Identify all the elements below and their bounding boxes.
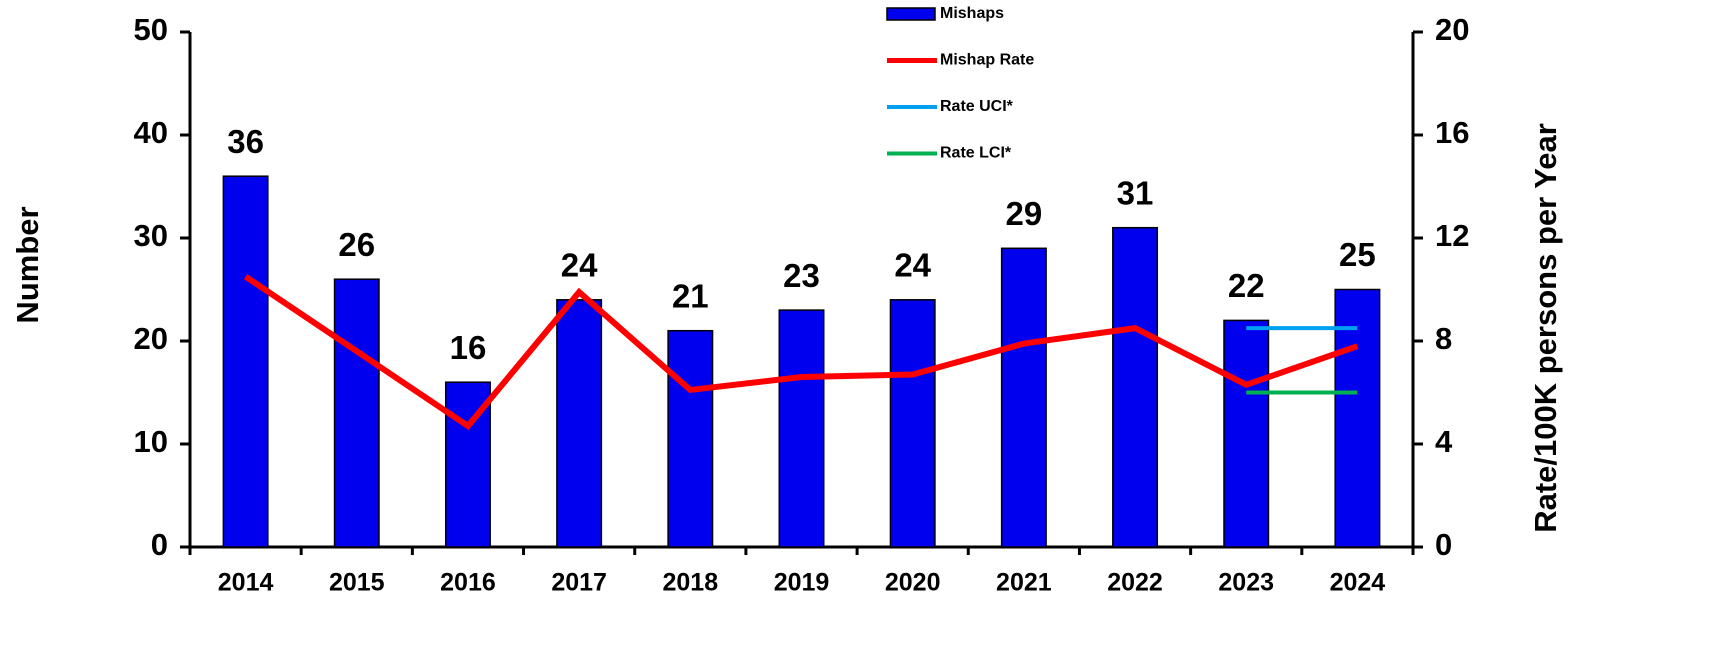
y-tick-label: 0 xyxy=(151,527,168,562)
legend-label: Mishap Rate xyxy=(940,52,1034,69)
bar xyxy=(1223,319,1270,548)
legend-label: Rate UCI* xyxy=(940,98,1014,115)
x-tick-label: 2023 xyxy=(1218,569,1274,597)
bar xyxy=(556,299,603,548)
data-label: 29 xyxy=(1006,195,1043,232)
legend-swatch xyxy=(886,7,936,21)
y-tick-label: 30 xyxy=(134,218,168,253)
y-tick-label: 40 xyxy=(134,115,168,150)
bar xyxy=(1334,288,1381,548)
line xyxy=(243,274,1359,430)
legend-label: Mishaps xyxy=(940,5,1004,22)
x-tick-label: 2024 xyxy=(1330,569,1386,597)
x-tick-label: 2016 xyxy=(440,569,496,597)
data-label: 16 xyxy=(450,329,487,366)
x-tick-label: 2022 xyxy=(1107,569,1163,597)
y-tick-label: 50 xyxy=(134,12,168,47)
y-tick-label: 10 xyxy=(134,424,168,459)
bar xyxy=(667,329,714,548)
y2-tick-label: 4 xyxy=(1435,424,1453,459)
data-label: 26 xyxy=(338,226,375,263)
data-label: 25 xyxy=(1339,236,1376,273)
bar xyxy=(333,278,380,548)
x-tick-label: 2018 xyxy=(663,569,719,597)
y2-tick-label: 8 xyxy=(1435,321,1452,356)
x-tick-label: 2020 xyxy=(885,569,941,597)
y2-axis-label: Rate/100K persons per Year xyxy=(1528,123,1563,533)
x-tick-label: 2017 xyxy=(551,569,607,597)
legend-label: Rate LCI* xyxy=(940,145,1012,162)
y2-tick-label: 0 xyxy=(1435,527,1452,562)
data-label: 36 xyxy=(227,123,264,160)
bar xyxy=(222,175,269,548)
data-label: 21 xyxy=(672,277,709,314)
data-label: 22 xyxy=(1228,267,1265,304)
y-axis-label: Number xyxy=(10,206,45,323)
bar xyxy=(889,299,936,548)
data-label: 24 xyxy=(894,247,931,284)
data-label: 31 xyxy=(1117,174,1154,211)
x-tick-label: 2014 xyxy=(218,569,274,597)
y2-tick-label: 12 xyxy=(1435,218,1469,253)
x-tick-label: 2021 xyxy=(996,569,1052,597)
bar xyxy=(778,309,825,548)
data-label: 24 xyxy=(561,247,598,284)
y-tick-label: 20 xyxy=(134,321,168,356)
bar xyxy=(1112,226,1159,548)
bar xyxy=(1000,247,1047,548)
y2-tick-label: 20 xyxy=(1435,12,1469,47)
data-label: 23 xyxy=(783,257,820,294)
y2-tick-label: 16 xyxy=(1435,115,1469,150)
x-tick-label: 2015 xyxy=(329,569,385,597)
x-tick-label: 2019 xyxy=(774,569,830,597)
